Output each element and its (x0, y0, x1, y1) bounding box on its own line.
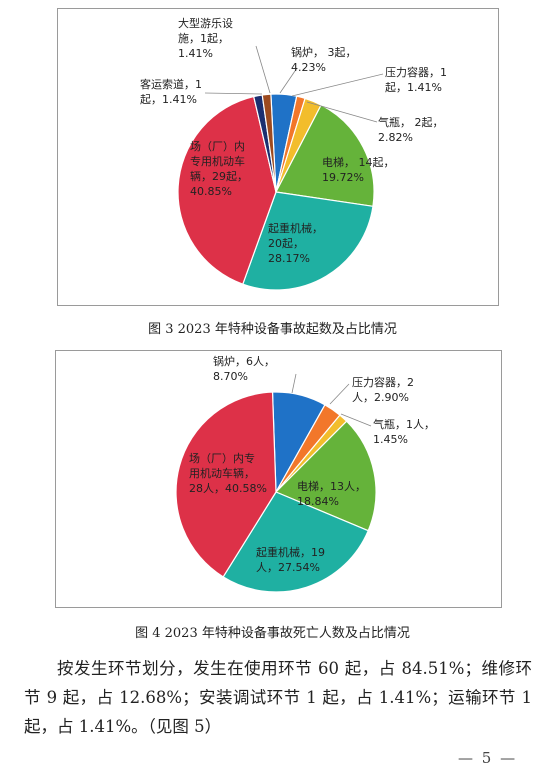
pie-slice-4 (274, 420, 377, 532)
data-label-5: 起重机械， 20起， 28.17% (268, 221, 323, 265)
data-label-1: 锅炉， 3起， 4.23% (291, 46, 357, 74)
data-label-1: 锅炉，6人， 8.70% (213, 355, 275, 383)
pie-slice-8 (261, 93, 277, 193)
leader-line-1 (279, 67, 298, 94)
data-label-3: 气瓶，1人， 1.45% (373, 417, 435, 446)
pie-slice-4 (275, 104, 375, 208)
leader-line-2 (329, 383, 350, 405)
data-label-6: 场（厂）内专用机动车辆， 28人，40.58% (189, 451, 267, 495)
leader-line-2 (291, 73, 384, 97)
leader-line-3 (340, 413, 372, 427)
leader-line-8 (255, 45, 271, 94)
data-label-3: 气瓶， 2起， 2.82% (378, 115, 444, 144)
pie-slice-5 (242, 191, 374, 291)
figure-4-caption: 图 4 2023 年特种设备事故死亡人数及占比情况 (135, 626, 410, 641)
data-label-4: 电梯， 14起， 19.72% (322, 156, 395, 184)
data-label-5: 起重机械，19 人，27.54% (256, 545, 325, 574)
leader-line-7 (204, 92, 263, 95)
data-label-2: 压力容器，1 起，1.41% (385, 65, 447, 94)
pie-slice-6 (177, 95, 277, 285)
pie-slice-5 (222, 491, 369, 593)
data-label-7: 客运索道，1 起，1.41% (140, 77, 202, 106)
data-label-4: 电梯，13人， 18.84% (297, 480, 366, 508)
figure-3-caption: 图 3 2023 年特种设备事故起数及占比情况 (148, 322, 397, 337)
leader-line-3 (306, 101, 378, 123)
page-number: — 5 — (458, 749, 518, 767)
data-label-2: 压力容器，2 人，2.90% (352, 375, 414, 404)
data-label-8: 大型游乐设施，1起， 1.41% (178, 16, 233, 60)
body-paragraph: 按发生环节划分，发生在使用环节 60 起，占 84.51%；维修环节 9 起，占… (24, 659, 532, 736)
leader-line-1 (291, 373, 297, 394)
pie-slice-6 (175, 391, 277, 578)
data-label-6: 场（厂）内专用机动车辆，29起， 40.85% (190, 139, 248, 198)
